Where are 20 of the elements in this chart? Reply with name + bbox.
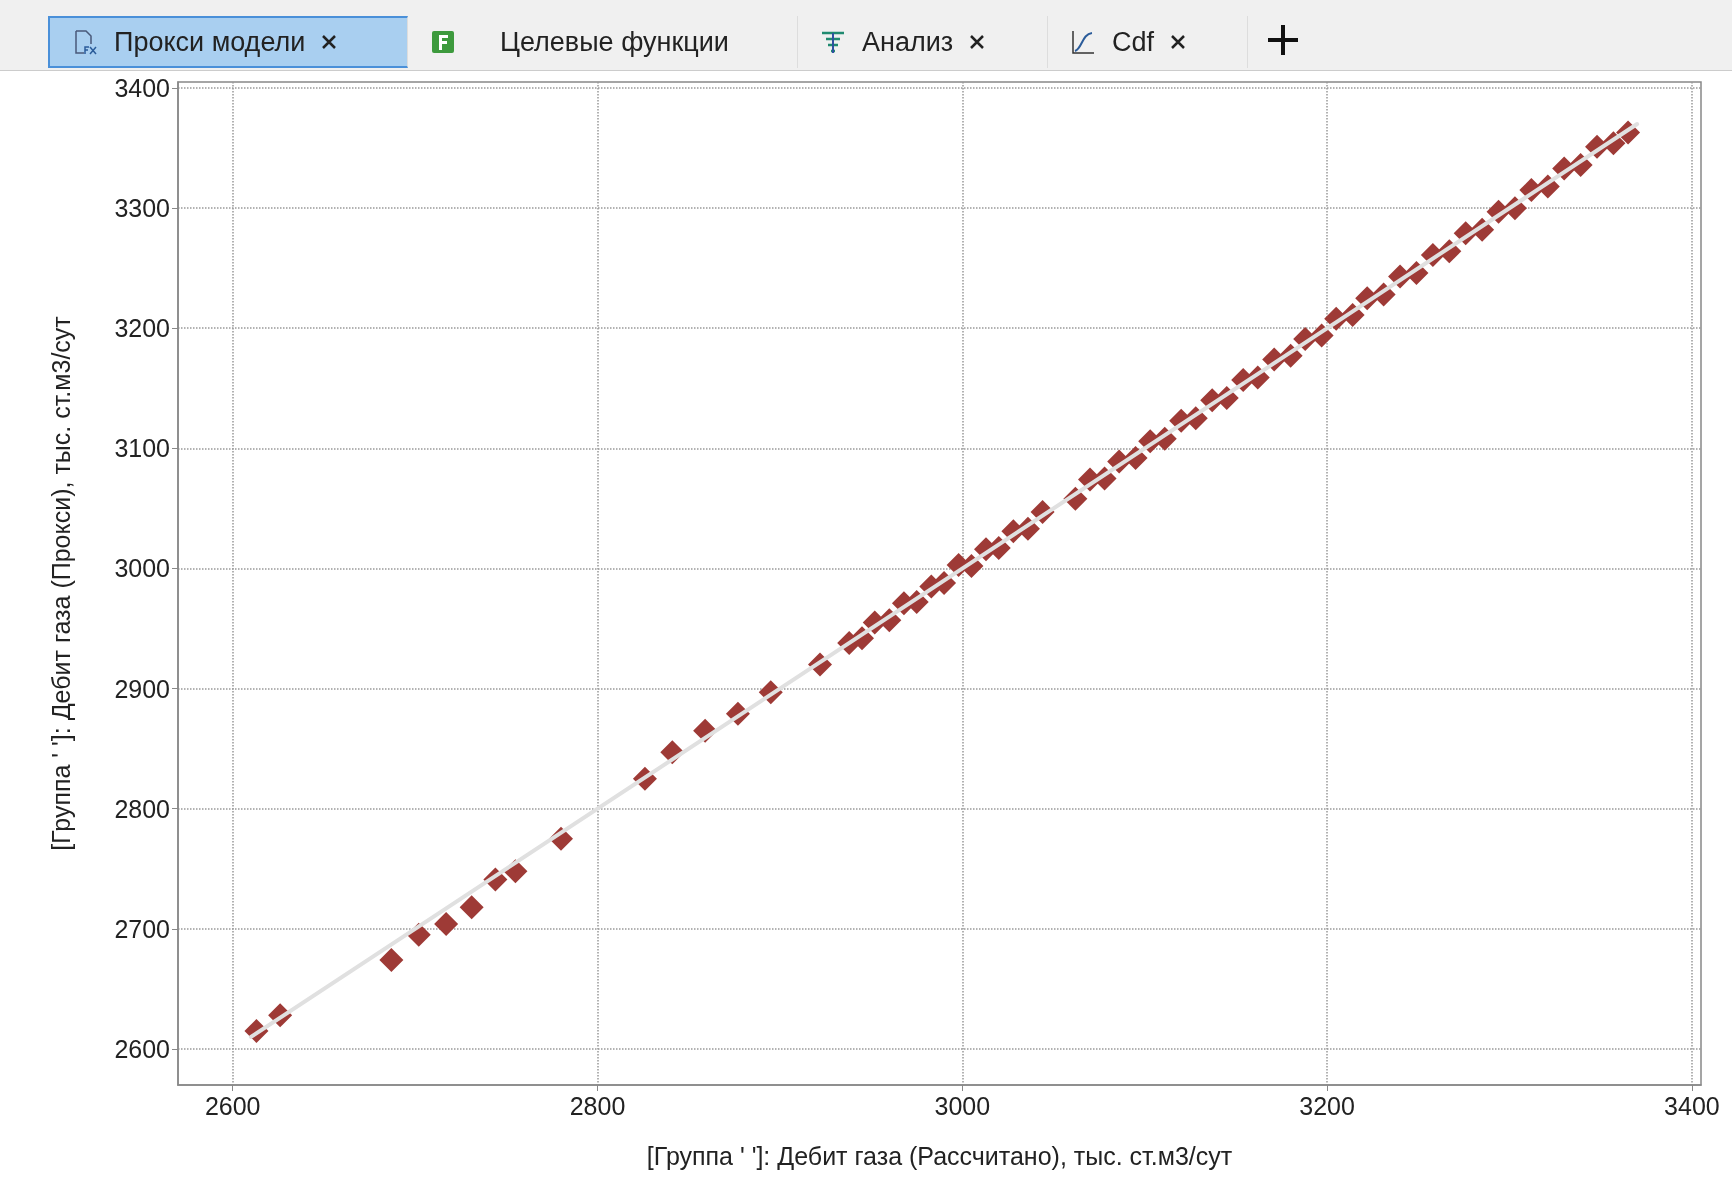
- y-tick-label: 2700: [114, 914, 170, 943]
- text: Целевые функции: [500, 26, 729, 58]
- y-tick-label: 2600: [114, 1034, 170, 1063]
- x-tick-label: 3000: [934, 1091, 991, 1120]
- y-tick-label: 2900: [114, 674, 170, 703]
- text: Прокси модели: [114, 26, 306, 58]
- x-tick-label: 3400: [1664, 1091, 1720, 1120]
- y-tick-label: 3400: [114, 74, 170, 103]
- y-axis-title: [Группа ' ']: Дебит газа (Прокси), тыс. ст.м3/сут: [46, 315, 75, 851]
- x-tick-label: 3200: [1299, 1091, 1355, 1120]
- x-tick-label: 2600: [204, 1091, 261, 1120]
- x-axis-title: [Группа ' ']: Дебит газа (Рассчитано), тыс. ст.м3/сут: [646, 1141, 1233, 1170]
- y-tick-label: 3300: [114, 194, 170, 223]
- y-tick-label: 2800: [114, 794, 170, 823]
- y-tick-label: 3100: [114, 434, 170, 463]
- x-tick-label: 2800: [569, 1091, 626, 1120]
- y-tick-label: 3000: [114, 554, 170, 583]
- text: Cdf: [1112, 26, 1155, 58]
- text: Анализ: [862, 26, 954, 58]
- y-tick-label: 3200: [114, 314, 170, 343]
